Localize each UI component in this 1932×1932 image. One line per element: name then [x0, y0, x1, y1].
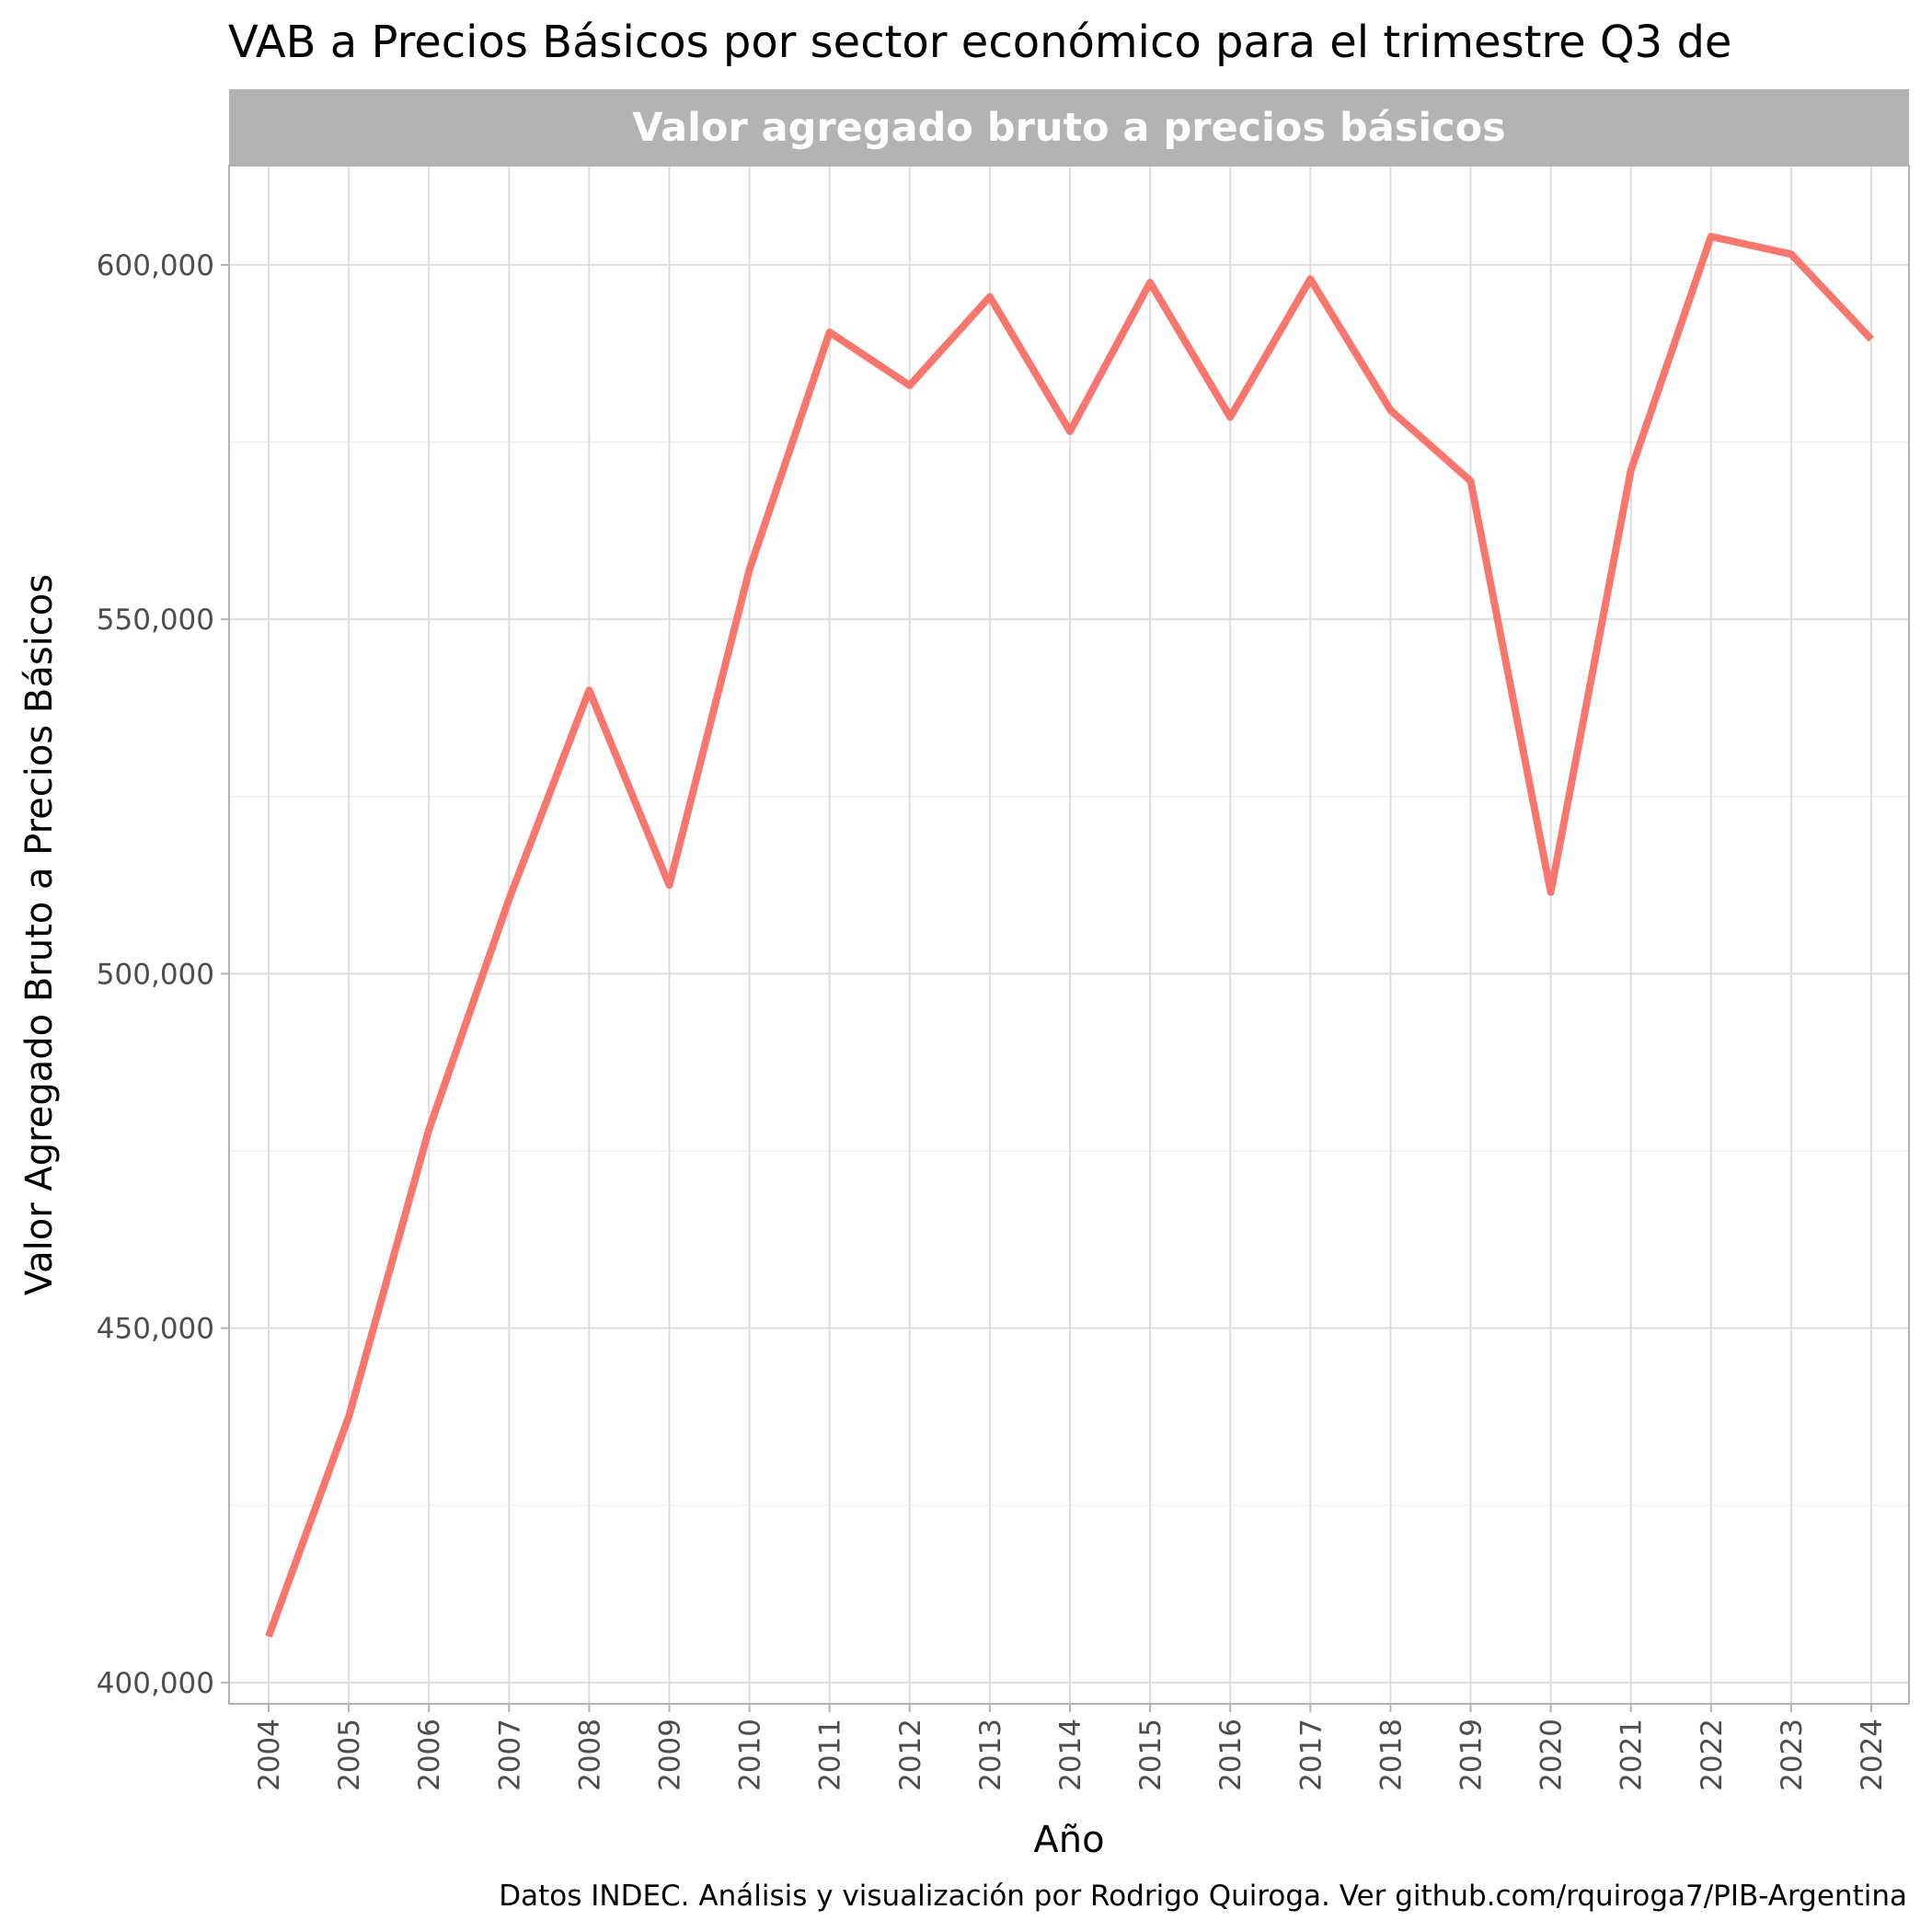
major-x-gridlines [268, 166, 1872, 1704]
x-axis-ticks: 2004 2005 2006 2007 2008 2009 2010 2011 2012 2013… [253, 1704, 1889, 1791]
x-axis-title: Año [1033, 1819, 1104, 1861]
x-tick-label: 2008 [573, 1719, 606, 1791]
x-tick-label: 2019 [1455, 1719, 1489, 1791]
facet-strip [229, 89, 1909, 166]
y-tick-label: 600,000 [97, 249, 214, 282]
x-tick-label: 2004 [253, 1719, 286, 1791]
x-tick-label: 2018 [1374, 1719, 1408, 1791]
x-tick-label: 2014 [1054, 1719, 1087, 1791]
y-tick-label: 400,000 [97, 1667, 214, 1700]
x-tick-label: 2023 [1776, 1719, 1809, 1791]
x-tick-label: 2013 [974, 1719, 1007, 1791]
y-tick-label: 500,000 [97, 958, 214, 991]
x-tick-label: 2024 [1856, 1719, 1889, 1791]
y-axis-ticks: 400,000 450,000 500,000 550,000 600,000 [97, 249, 229, 1700]
x-tick-label: 2015 [1134, 1719, 1167, 1791]
x-tick-label: 2011 [814, 1719, 847, 1791]
x-tick-label: 2022 [1696, 1719, 1729, 1791]
chart-title: VAB a Precios Básicos por sector económi… [228, 17, 1731, 68]
y-tick-label: 550,000 [97, 604, 214, 637]
facet-strip-label: Valor agregado bruto a precios básicos [632, 105, 1506, 151]
x-tick-label: 2016 [1214, 1719, 1248, 1791]
x-tick-label: 2009 [654, 1719, 687, 1791]
x-tick-label: 2020 [1535, 1719, 1569, 1791]
y-tick-label: 450,000 [97, 1313, 214, 1346]
x-tick-label: 2017 [1294, 1719, 1328, 1791]
series-layer [265, 233, 1874, 1639]
x-tick-label: 2005 [333, 1719, 366, 1791]
chart-caption: Datos INDEC. Análisis y visualización po… [499, 1880, 1907, 1913]
series-line [265, 233, 1874, 1639]
x-tick-label: 2012 [894, 1719, 927, 1791]
y-axis-title: Valor Agregado Bruto a Precios Básicos [18, 574, 61, 1295]
x-tick-label: 2006 [413, 1719, 446, 1791]
x-tick-label: 2007 [493, 1719, 526, 1791]
x-tick-label: 2010 [734, 1719, 767, 1791]
x-tick-label: 2021 [1616, 1719, 1649, 1791]
